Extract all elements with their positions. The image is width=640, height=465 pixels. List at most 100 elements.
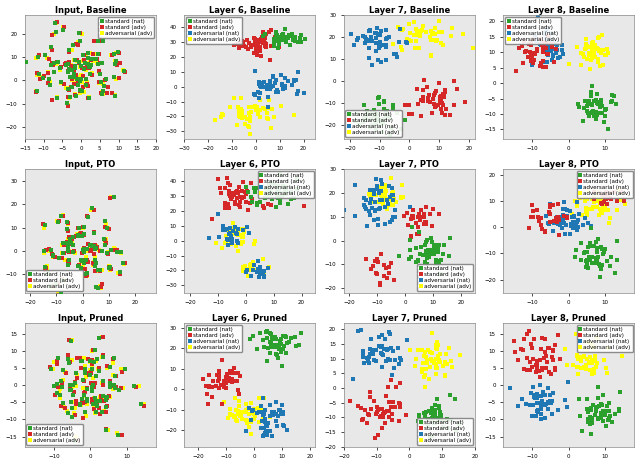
Point (248, 34, 259, 42)
Point (64, 46, 74, 53)
Point (84, 64, 95, 71)
Point (235, 412, 245, 420)
Point (593, 384, 604, 391)
Point (261, 30, 271, 38)
Point (260, 35, 270, 42)
Point (420, 241, 430, 248)
Point (439, 242, 449, 249)
Point (428, 95, 438, 103)
Point (70, 379, 80, 386)
Point (75, 89, 85, 96)
Point (94, 367, 104, 375)
Point (356, 404, 367, 412)
Point (116, 249, 126, 256)
Point (82, 256, 92, 264)
Point (100, 393, 110, 401)
Point (444, 252, 454, 259)
Point (377, 342, 387, 349)
Point (70, 295, 81, 302)
Point (368, 263, 378, 270)
Point (39, 249, 49, 257)
Point (587, 109, 597, 116)
Point (458, 30, 468, 37)
Point (266, 27, 276, 34)
Point (119, 67, 129, 75)
Point (587, 47, 597, 55)
Point (373, 259, 383, 266)
Point (266, 339, 276, 347)
Point (230, 199, 240, 206)
Point (89, 37, 99, 45)
Point (362, 223, 372, 230)
Point (291, 334, 301, 341)
Point (217, 244, 227, 251)
Point (278, 189, 289, 197)
Point (77, 397, 87, 404)
Point (68, 74, 79, 81)
Point (421, 408, 431, 416)
Point (447, 363, 457, 371)
Point (583, 219, 593, 226)
Point (52, 218, 63, 225)
Point (591, 203, 602, 210)
Point (76, 265, 86, 272)
Point (255, 89, 266, 97)
Point (250, 103, 260, 110)
Point (253, 37, 264, 44)
Point (421, 28, 431, 36)
Point (221, 379, 231, 387)
Point (93, 50, 104, 57)
Point (77, 30, 88, 37)
Point (224, 204, 234, 212)
Point (45, 282, 55, 290)
Point (582, 42, 592, 50)
Point (385, 193, 396, 201)
Point (423, 415, 433, 423)
Point (60, 60, 70, 68)
Point (253, 110, 263, 117)
Point (279, 422, 289, 430)
Point (56, 213, 67, 220)
Point (593, 191, 604, 198)
Point (434, 18, 444, 25)
Point (404, 101, 414, 109)
Point (227, 412, 237, 419)
Point (85, 70, 95, 78)
Point (237, 194, 247, 201)
Point (63, 68, 73, 75)
Point (60, 404, 70, 412)
Point (244, 40, 254, 47)
Point (81, 80, 92, 87)
Point (548, 356, 558, 363)
Point (234, 397, 244, 405)
Title: Layer 7, Pruned: Layer 7, Pruned (372, 314, 447, 323)
Point (273, 37, 284, 44)
Point (85, 372, 95, 379)
Point (116, 365, 126, 373)
Point (206, 384, 216, 391)
Point (138, 401, 148, 408)
Point (430, 104, 440, 111)
Point (79, 230, 89, 238)
Point (574, 210, 584, 218)
Point (406, 213, 417, 220)
Point (67, 381, 77, 388)
Point (581, 44, 591, 52)
Title: Layer 6, PTO: Layer 6, PTO (220, 159, 280, 169)
Point (260, 40, 271, 47)
Point (228, 365, 239, 372)
Point (427, 432, 437, 440)
Point (388, 101, 398, 109)
Point (271, 33, 282, 41)
Point (237, 408, 247, 416)
Point (431, 247, 442, 255)
Point (221, 373, 231, 381)
Point (267, 334, 277, 341)
Point (428, 412, 438, 419)
Point (596, 209, 607, 217)
Point (52, 19, 62, 26)
Point (263, 93, 273, 101)
Point (405, 204, 415, 211)
Point (76, 78, 86, 86)
Point (573, 224, 584, 231)
